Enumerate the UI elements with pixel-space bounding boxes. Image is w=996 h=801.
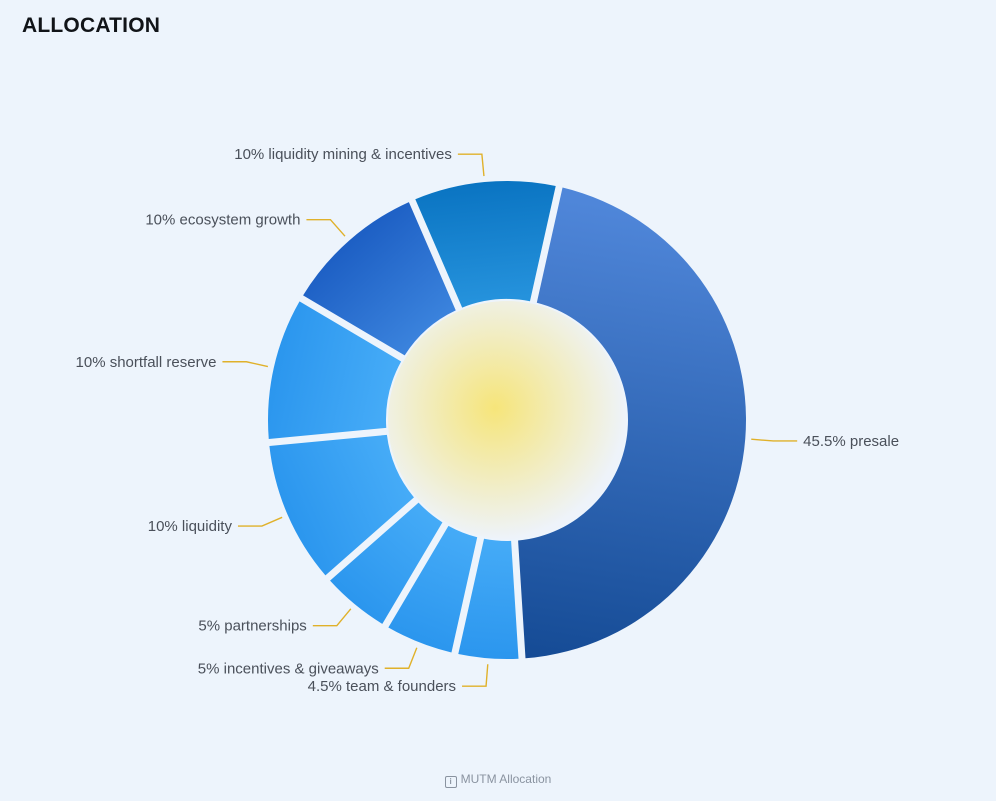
slice-label-10-liquidity: 10% liquidity bbox=[148, 518, 233, 535]
slice-label-10-ecosystem-growth: 10% ecosystem growth bbox=[145, 212, 300, 229]
leader-line-45-5-presale bbox=[751, 438, 798, 442]
page-title: ALLOCATION bbox=[22, 14, 161, 37]
chart-caption: i MUTM Allocation bbox=[0, 772, 996, 788]
slice-10-ecosystem-growth[interactable] bbox=[303, 202, 456, 356]
slice-10-liquidity-mining-incentives[interactable] bbox=[415, 180, 556, 308]
slice-45-5-presale[interactable] bbox=[518, 187, 747, 659]
slice-10-liquidity[interactable] bbox=[269, 434, 414, 576]
leader-line-10-liquidity-mining-incentives bbox=[457, 153, 485, 177]
center-glow bbox=[388, 301, 626, 539]
slice-4-5-team-founders[interactable] bbox=[458, 538, 519, 659]
slices-layer bbox=[268, 180, 747, 659]
slice-5-partnerships[interactable] bbox=[330, 502, 443, 624]
slice-10-shortfall-reserve[interactable] bbox=[268, 301, 402, 440]
leader-line-5-incentives-giveaways bbox=[384, 647, 418, 669]
info-icon: i bbox=[444, 776, 457, 788]
slice-label-10-shortfall-reserve: 10% shortfall reserve bbox=[76, 354, 217, 371]
chart-caption-text: MUTM Allocation bbox=[460, 772, 552, 786]
slice-label-45-5-presale: 45.5% presale bbox=[803, 433, 899, 450]
slice-label-5-partnerships: 5% partnerships bbox=[198, 618, 306, 635]
leader-line-10-ecosystem-growth bbox=[306, 219, 346, 237]
leader-lines-layer bbox=[222, 153, 798, 687]
leader-line-5-partnerships bbox=[312, 608, 352, 627]
slice-label-10-liquidity-mining-incentives: 10% liquidity mining & incentives bbox=[234, 146, 452, 163]
slice-label-5-incentives-giveaways: 5% incentives & giveaways bbox=[198, 660, 379, 677]
leader-line-10-shortfall-reserve bbox=[222, 361, 269, 368]
leader-line-10-liquidity bbox=[237, 516, 283, 527]
slice-label-4-5-team-founders: 4.5% team & founders bbox=[308, 678, 456, 695]
slice-5-incentives-giveaways[interactable] bbox=[388, 525, 478, 653]
leader-line-4-5-team-founders bbox=[462, 664, 489, 687]
